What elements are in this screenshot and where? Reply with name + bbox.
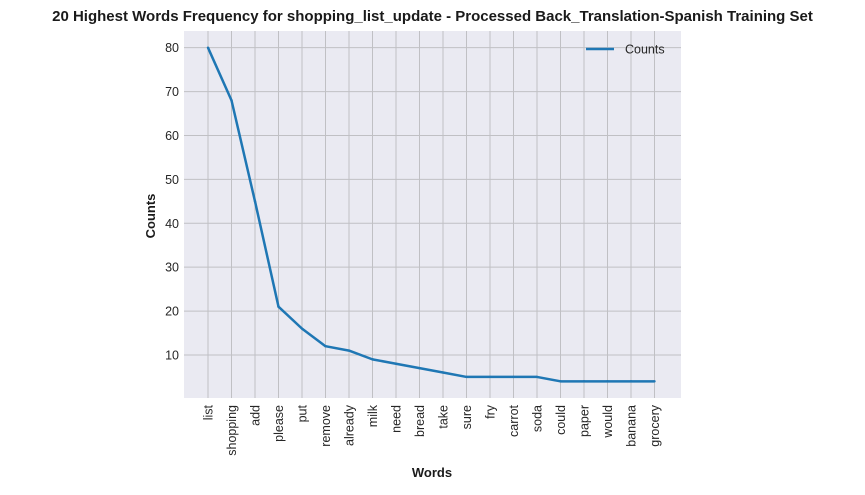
x-tick-label: soda [531, 405, 545, 432]
x-tick-label: please [272, 405, 286, 442]
x-tick-label: carrot [507, 404, 521, 436]
data-point [535, 375, 539, 379]
x-tick-label: take [437, 405, 451, 429]
x-tick-label: remove [319, 405, 333, 447]
data-point [488, 375, 492, 379]
y-axis-ticks: 10 20 30 40 50 60 70 80 [165, 41, 179, 362]
y-tick-label: 10 [165, 348, 179, 362]
x-tick-label: grocery [648, 404, 662, 446]
data-point [606, 380, 609, 383]
y-tick-label: 40 [165, 217, 179, 231]
y-tick-label: 50 [165, 173, 179, 187]
data-point [253, 200, 257, 203]
data-point [465, 375, 468, 379]
x-tick-label: banana [625, 405, 639, 447]
data-point [347, 349, 351, 352]
series-layer [206, 46, 656, 383]
data-point [512, 375, 515, 379]
data-point [371, 358, 374, 361]
y-tick-label: 60 [165, 129, 179, 143]
data-point [394, 362, 398, 365]
x-tick-label: would [601, 405, 615, 439]
data-point [300, 327, 304, 330]
data-point [653, 380, 656, 383]
chart-title: 20 Highest Words Frequency for shopping_… [52, 8, 813, 25]
x-axis-title: Words [412, 465, 452, 480]
x-tick-label: could [554, 405, 568, 435]
plot-area [184, 31, 681, 398]
y-tick-label: 80 [165, 41, 179, 55]
x-tick-label: sure [460, 405, 474, 429]
y-tick-label: 20 [165, 305, 179, 319]
y-axis-title: Counts [143, 194, 158, 239]
data-point [441, 371, 445, 374]
x-tick-label: need [390, 405, 404, 433]
data-point [418, 366, 421, 370]
x-tick-label: list [202, 404, 216, 420]
data-point [324, 344, 327, 348]
x-tick-label: add [249, 405, 263, 426]
data-point [206, 46, 210, 49]
x-tick-label: milk [366, 404, 380, 427]
y-tick-label: 30 [165, 261, 179, 275]
data-point [582, 380, 586, 383]
data-point [559, 380, 562, 383]
data-point [230, 99, 233, 102]
x-tick-label: put [296, 404, 310, 422]
series-line-counts [206, 47, 655, 383]
grid-lines [184, 31, 681, 398]
x-tick-label: bread [413, 405, 427, 437]
data-point [277, 305, 280, 308]
x-tick-label: shopping [225, 405, 239, 456]
x-axis-ticks: list shopping add please put remove already mil… [202, 404, 663, 455]
x-tick-label: paper [578, 405, 592, 437]
legend: Counts [586, 43, 665, 57]
legend-label-counts: Counts [625, 43, 665, 57]
x-tick-label: fry [484, 404, 498, 419]
y-tick-label: 70 [165, 85, 179, 99]
data-point [629, 380, 633, 383]
x-tick-label: already [343, 404, 357, 446]
